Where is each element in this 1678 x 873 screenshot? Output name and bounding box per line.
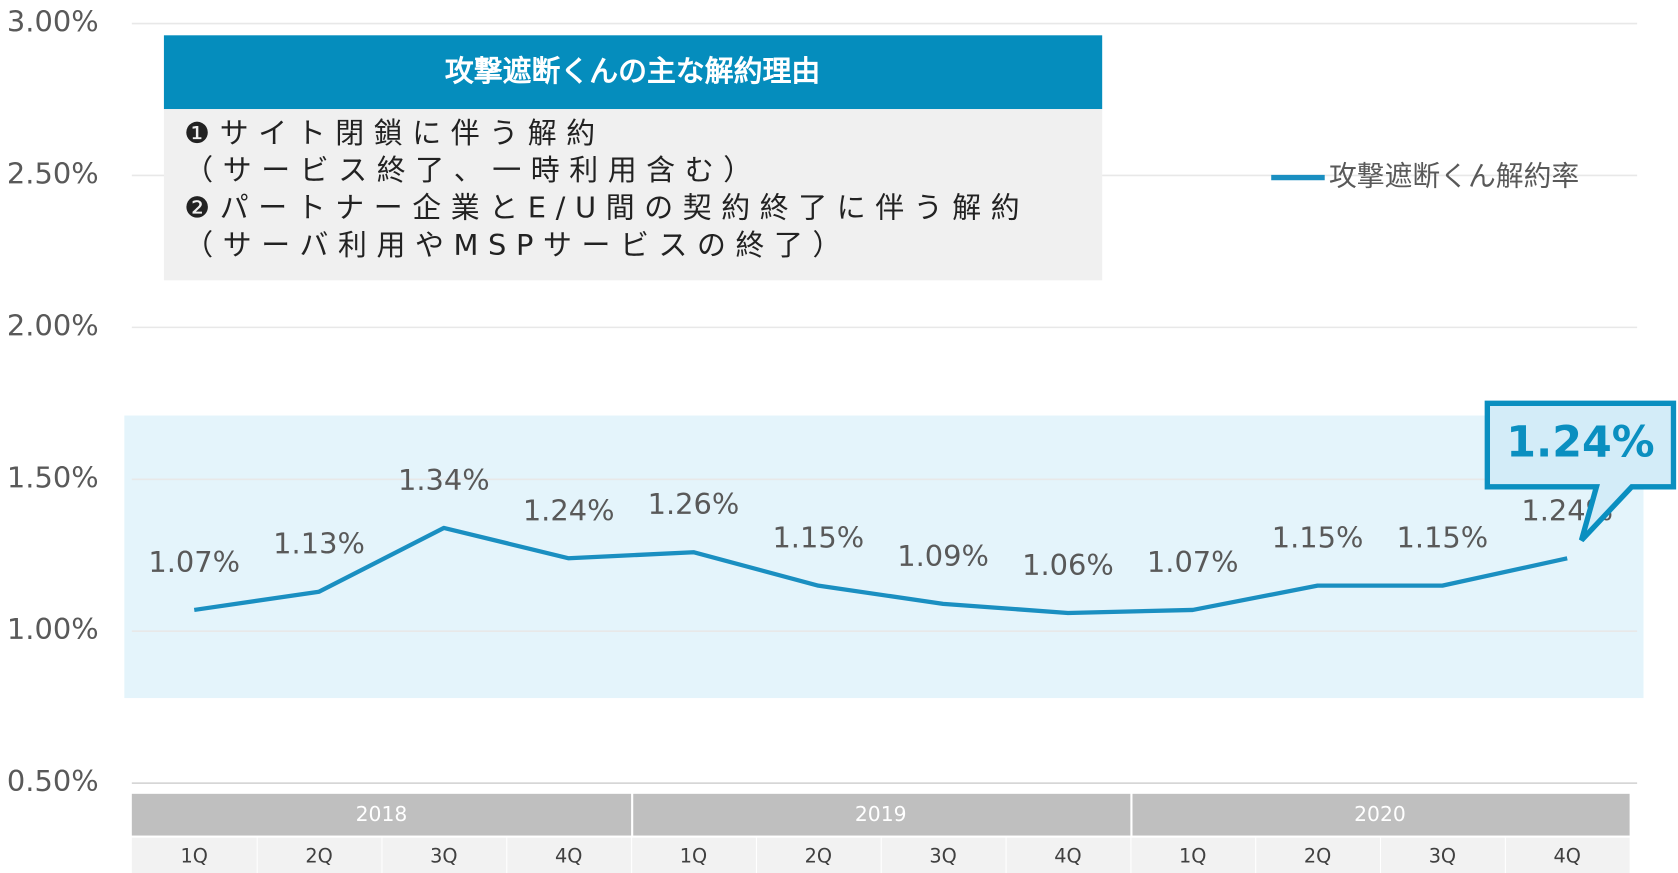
year-cell <box>633 793 1131 836</box>
data-label: 1.26% <box>648 487 740 521</box>
year-label: 2019 <box>855 802 907 826</box>
x-tick-label: 3Q <box>1429 844 1456 867</box>
note-header <box>163 35 1103 110</box>
y-tick-label: 3.00% <box>7 5 99 39</box>
callout-box <box>1484 400 1677 543</box>
quarter-cell <box>756 837 881 873</box>
x-tick-label: 2Q <box>305 844 332 867</box>
note-line: （サービス終了、一時利用含む） <box>184 153 762 187</box>
year-cell <box>131 793 632 836</box>
data-label: 1.09% <box>897 539 989 573</box>
data-label: 1.34% <box>398 463 490 497</box>
note-title: 攻撃遮断くんの主な解約理由 <box>445 54 820 88</box>
note-body <box>163 109 1103 281</box>
x-tick-label: 1Q <box>1179 844 1206 867</box>
quarter-cell <box>1381 837 1505 873</box>
year-cell <box>1132 793 1630 836</box>
quarter-cell <box>257 837 382 873</box>
quarter-cell <box>881 837 1006 873</box>
x-tick-label: 4Q <box>1554 844 1581 867</box>
legend-label: 攻撃遮断くん解約率 <box>1329 160 1579 193</box>
quarter-cell <box>507 837 632 873</box>
note-line: （サーバ利用やMSPサービスの終了） <box>184 228 851 262</box>
x-tick-label: 1Q <box>680 844 707 867</box>
quarter-cell <box>1006 837 1131 873</box>
year-label: 2020 <box>1354 802 1406 826</box>
data-label: 1.07% <box>148 545 240 579</box>
data-label: 1.15% <box>772 521 864 555</box>
data-label: 1.15% <box>1397 521 1489 555</box>
y-tick-label: 1.00% <box>7 612 99 646</box>
x-tick-label: 1Q <box>181 844 208 867</box>
x-tick-label: 2Q <box>805 844 832 867</box>
data-label: 1.24% <box>523 493 615 527</box>
y-tick-label: 1.50% <box>7 460 99 494</box>
y-tick-label: 0.50% <box>7 764 99 798</box>
data-label: 1.06% <box>1022 548 1114 582</box>
note-line: ❶サイト閉鎖に伴う解約 <box>184 116 605 150</box>
y-tick-label: 2.00% <box>7 308 99 342</box>
x-tick-label: 2Q <box>1304 844 1331 867</box>
data-label: 1.13% <box>273 527 365 561</box>
highlight-band <box>124 415 1644 699</box>
background <box>124 22 1644 784</box>
note-line: ❷パートナー企業とE/U間の契約終了に伴う解約 <box>184 191 1029 225</box>
quarter-cell <box>1256 837 1380 873</box>
callout-label: 1.24% <box>1506 418 1654 468</box>
x-tick-label: 3Q <box>929 844 956 867</box>
quarter-cell <box>1131 837 1256 873</box>
y-tick-label: 2.50% <box>7 156 99 190</box>
quarter-cell <box>632 837 756 873</box>
quarter-cell <box>382 837 507 873</box>
x-tick-label: 4Q <box>555 844 582 867</box>
year-label: 2018 <box>356 802 408 826</box>
data-label: 1.15% <box>1272 521 1364 555</box>
series-line <box>193 525 1568 616</box>
data-label: 1.07% <box>1147 545 1239 579</box>
x-tick-label: 4Q <box>1054 844 1081 867</box>
quarter-cell <box>1505 837 1630 873</box>
x-tick-label: 3Q <box>430 844 457 867</box>
quarter-cell <box>131 837 257 873</box>
